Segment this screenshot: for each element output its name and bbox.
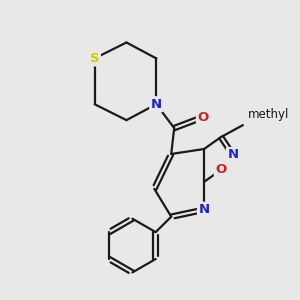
Text: N: N bbox=[199, 203, 210, 216]
Text: O: O bbox=[215, 164, 226, 176]
Text: O: O bbox=[197, 111, 209, 124]
Text: S: S bbox=[90, 52, 99, 65]
Text: N: N bbox=[151, 98, 162, 111]
Text: N: N bbox=[227, 148, 239, 161]
Text: methyl: methyl bbox=[248, 108, 289, 121]
